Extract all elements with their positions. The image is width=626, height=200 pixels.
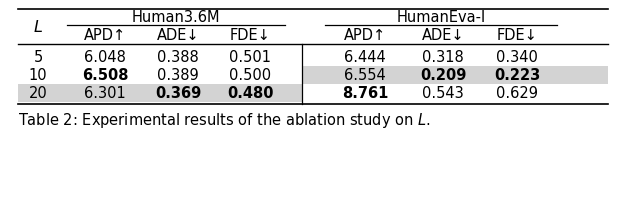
Text: APD↑: APD↑ <box>84 27 126 43</box>
Text: 0.318: 0.318 <box>422 49 464 64</box>
Text: 10: 10 <box>29 68 48 82</box>
Bar <box>302 66 608 84</box>
Text: 8.761: 8.761 <box>342 86 388 100</box>
Text: 0.501: 0.501 <box>229 49 271 64</box>
Text: 0.629: 0.629 <box>496 86 538 100</box>
Text: ADE↓: ADE↓ <box>422 27 464 43</box>
Text: ADE↓: ADE↓ <box>156 27 199 43</box>
Text: 5: 5 <box>33 49 43 64</box>
Text: 0.388: 0.388 <box>157 49 199 64</box>
Text: 6.444: 6.444 <box>344 49 386 64</box>
Text: Human3.6M: Human3.6M <box>131 9 220 24</box>
Text: 0.543: 0.543 <box>422 86 464 100</box>
Bar <box>18 84 302 102</box>
Text: 6.301: 6.301 <box>84 86 126 100</box>
Text: 0.340: 0.340 <box>496 49 538 64</box>
Text: 6.048: 6.048 <box>84 49 126 64</box>
Text: 6.554: 6.554 <box>344 68 386 82</box>
Text: $L$: $L$ <box>33 19 43 34</box>
Text: 0.209: 0.209 <box>420 68 466 82</box>
Text: FDE↓: FDE↓ <box>496 27 538 43</box>
Text: 0.389: 0.389 <box>157 68 199 82</box>
Text: 0.223: 0.223 <box>494 68 540 82</box>
Text: 6.508: 6.508 <box>82 68 128 82</box>
Text: 0.369: 0.369 <box>155 86 201 100</box>
Text: FDE↓: FDE↓ <box>230 27 270 43</box>
Text: 0.480: 0.480 <box>227 86 274 100</box>
Text: HumanEva-I: HumanEva-I <box>396 9 486 24</box>
Text: 20: 20 <box>29 86 48 100</box>
Text: 0.500: 0.500 <box>229 68 271 82</box>
Text: Table 2: Experimental results of the ablation study on $L$.: Table 2: Experimental results of the abl… <box>18 110 431 130</box>
Text: APD↑: APD↑ <box>344 27 386 43</box>
